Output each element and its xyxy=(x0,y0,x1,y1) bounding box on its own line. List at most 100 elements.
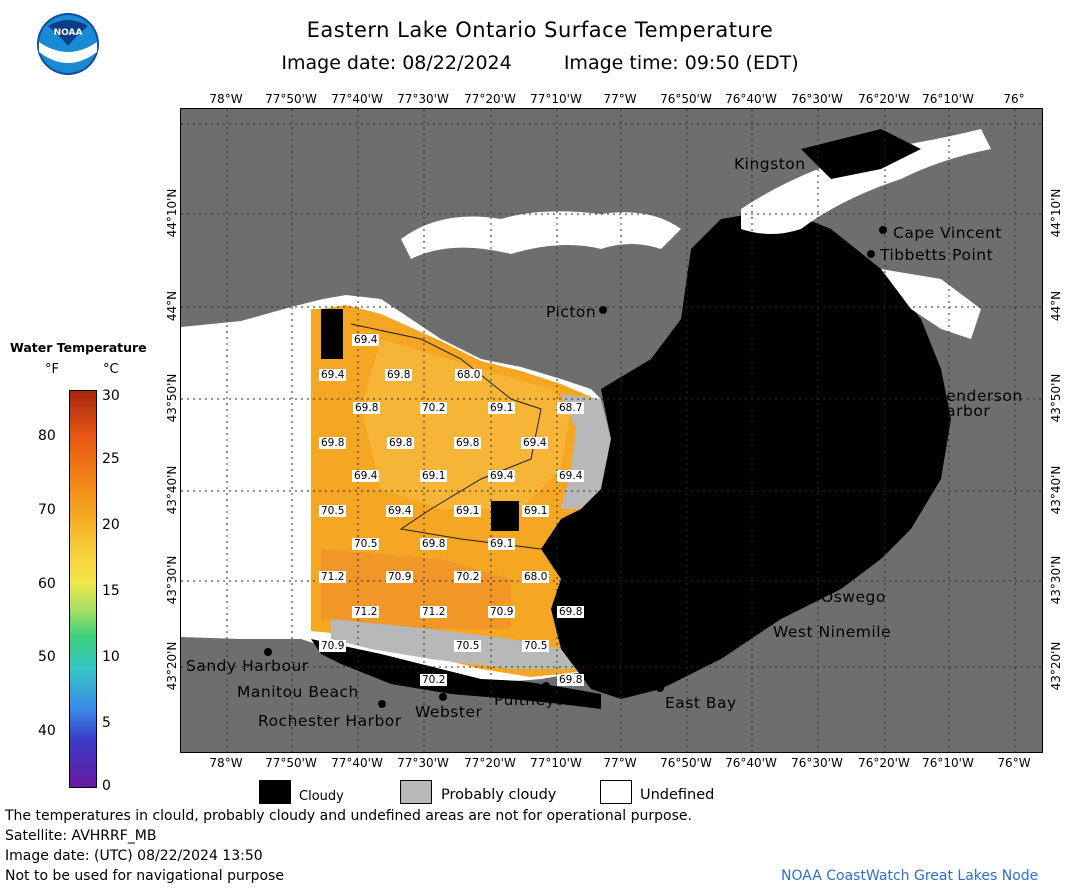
north-shore-undefined xyxy=(401,211,681,259)
bottom-lon-label: 76°20'W xyxy=(858,756,910,770)
place-henderson: Henderson xyxy=(934,387,1023,405)
top-lon-label: 77°50'W xyxy=(265,92,317,106)
marker-sandy-harbour xyxy=(264,648,272,656)
bottom-lon-label: 76°30'W xyxy=(791,756,843,770)
temperature-value: 69.4 xyxy=(352,334,380,346)
marker-cape-vincent xyxy=(879,226,887,234)
temperature-value: 70.2 xyxy=(420,674,448,686)
temperature-value: 71.2 xyxy=(319,571,347,583)
colorbar-f-tick: 50 xyxy=(38,649,56,665)
noaa-logo: NOAA xyxy=(36,12,100,76)
temperature-value: 69.8 xyxy=(454,437,482,449)
disclaimer-text: The temperatures in clould, probably clo… xyxy=(5,808,692,824)
temperature-value: 69.4 xyxy=(319,369,347,381)
temperature-value: 69.1 xyxy=(454,505,482,517)
top-lon-label: 76°30'W xyxy=(791,92,843,106)
temperature-value: 70.9 xyxy=(488,606,516,618)
marker-henderson xyxy=(933,374,941,382)
temperature-value: 69.4 xyxy=(557,470,585,482)
marker-pultneyville xyxy=(542,682,550,690)
temperature-value: 69.8 xyxy=(353,402,381,414)
top-lon-label: 77°W xyxy=(603,92,637,106)
colorbar-c-tick: 25 xyxy=(102,451,120,467)
cloudy-south-shore xyxy=(311,639,601,709)
colorbar-title: Water Temperature xyxy=(10,340,147,355)
legend-undefined-swatch xyxy=(600,780,632,804)
legend-undefined-label: Undefined xyxy=(640,787,715,803)
isotherm-line xyxy=(350,323,542,550)
top-lon-label: 76°10'W xyxy=(922,92,974,106)
map-title: Eastern Lake Ontario Surface Temperature xyxy=(306,18,774,42)
marker-webster xyxy=(439,693,447,701)
place-rochester-harbor: Rochester Harbor xyxy=(258,712,402,730)
legend-cloudy-label: Cloudy xyxy=(299,789,344,804)
legend-probably-cloudy-label: Probably cloudy xyxy=(441,787,557,803)
marker-picton xyxy=(599,306,607,314)
marker-oswego xyxy=(806,590,814,598)
colorbar-unit-f: °F xyxy=(45,362,59,377)
marker-rochester xyxy=(378,700,386,708)
bottom-lon-label: 77°W xyxy=(603,756,637,770)
colorbar-c-tick: 10 xyxy=(102,649,120,665)
colorbar-c-tick: 0 xyxy=(102,778,111,794)
place-harbor: Harbor xyxy=(934,402,991,420)
colorbar-f-tick: 60 xyxy=(38,576,56,592)
top-lon-label: 77°10'W xyxy=(530,92,582,106)
top-lon-label: 77°30'W xyxy=(397,92,449,106)
top-lon-label: 76°40'W xyxy=(725,92,777,106)
credit-link[interactable]: NOAA CoastWatch Great Lakes Node xyxy=(781,868,1039,884)
temperature-value: 70.9 xyxy=(319,640,347,652)
temperature-value: 70.2 xyxy=(420,402,448,414)
place-sandy-harbour: Sandy Harbour xyxy=(186,657,309,675)
place-cape-vincent: Cape Vincent xyxy=(893,224,1002,242)
temperature-value: 69.1 xyxy=(488,402,516,414)
top-lon-label: 77°40'W xyxy=(331,92,383,106)
top-lon-label: 76°20'W xyxy=(858,92,910,106)
place-pultneyville: Pultneyville xyxy=(494,691,590,709)
temperature-value: 70.9 xyxy=(386,571,414,583)
image-datetime: Image date: 08/22/2024 Image time: 09:50… xyxy=(0,52,1080,74)
cloudy-mid-patch xyxy=(491,501,519,531)
place-webster: Webster xyxy=(415,703,483,721)
image-time: Image time: 09:50 (EDT) xyxy=(563,52,799,74)
temperature-value: 70.5 xyxy=(319,505,347,517)
temperature-value: 70.5 xyxy=(522,640,550,652)
colorbar-c-tick: 30 xyxy=(102,388,120,404)
moderate-water-zone xyxy=(361,339,571,509)
temperature-value: 69.1 xyxy=(420,470,448,482)
kingston-cloud xyxy=(801,129,921,179)
top-lon-label: 78°W xyxy=(209,92,243,106)
graticule xyxy=(181,109,1042,752)
temperature-value: 69.8 xyxy=(557,606,585,618)
marker-tibbetts-point xyxy=(867,250,875,258)
legend-cloudy-swatch xyxy=(259,780,291,804)
place-manitou-beach: Manitou Beach xyxy=(237,683,359,701)
place-oswego: Oswego xyxy=(821,588,886,606)
temperature-value: 69.4 xyxy=(488,470,516,482)
colorbar-c-tick: 20 xyxy=(102,517,120,533)
bottom-lon-label: 76°40'W xyxy=(725,756,777,770)
colorbar-f-tick: 70 xyxy=(38,502,56,518)
temperature-value: 68.0 xyxy=(522,571,550,583)
bottom-lon-label: 76°W xyxy=(997,756,1031,770)
top-lon-label: 77°20'W xyxy=(464,92,516,106)
temperature-value: 69.8 xyxy=(557,674,585,686)
temperature-value: 71.2 xyxy=(352,606,380,618)
legend-probably-cloudy-swatch xyxy=(400,780,432,804)
utc-date-text: Image date: (UTC) 08/22/2024 13:50 xyxy=(5,848,263,864)
navigation-warning: Not to be used for navigational purpose xyxy=(5,868,284,884)
temperature-value: 69.4 xyxy=(386,505,414,517)
temperature-value: 71.2 xyxy=(420,606,448,618)
place-west-ninemile: West Ninemile xyxy=(773,623,892,641)
marker-east-bay xyxy=(656,684,664,692)
colorbar-unit-c: °C xyxy=(103,362,119,377)
bottom-lon-label: 76°50'W xyxy=(660,756,712,770)
top-lon-label: 76°50'W xyxy=(660,92,712,106)
place-kingston: Kingston xyxy=(734,155,806,173)
east-shore-undefined xyxy=(881,269,981,339)
bottom-lon-label: 76°10'W xyxy=(922,756,974,770)
bottom-lon-label: 77°20'W xyxy=(464,756,516,770)
temperature-value: 69.4 xyxy=(352,470,380,482)
temperature-value: 70.2 xyxy=(454,571,482,583)
temperature-value: 69.8 xyxy=(385,369,413,381)
